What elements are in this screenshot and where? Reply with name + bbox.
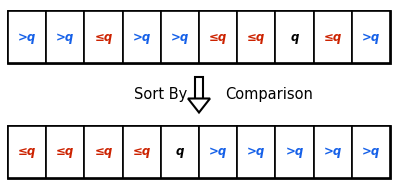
Text: ≤q: ≤q bbox=[18, 145, 36, 158]
Text: ≤q: ≤q bbox=[209, 31, 227, 44]
Text: ≤q: ≤q bbox=[133, 145, 151, 158]
Bar bbox=[8, 11, 46, 63]
Bar bbox=[123, 11, 161, 63]
Bar bbox=[46, 11, 84, 63]
Text: q: q bbox=[290, 31, 298, 44]
Bar bbox=[237, 126, 275, 178]
Bar bbox=[8, 126, 46, 178]
Bar bbox=[314, 11, 352, 63]
Text: >q: >q bbox=[247, 145, 265, 158]
Text: >q: >q bbox=[285, 145, 304, 158]
Bar bbox=[161, 11, 199, 63]
Bar bbox=[199, 11, 237, 63]
Text: >q: >q bbox=[209, 145, 227, 158]
Text: >q: >q bbox=[324, 145, 342, 158]
Text: >q: >q bbox=[18, 31, 36, 44]
Bar bbox=[352, 126, 390, 178]
Bar bbox=[237, 11, 275, 63]
Polygon shape bbox=[188, 99, 210, 113]
Text: q: q bbox=[176, 145, 184, 158]
Bar bbox=[123, 126, 161, 178]
Text: >q: >q bbox=[56, 31, 74, 44]
Bar bbox=[275, 11, 314, 63]
Text: ≤q: ≤q bbox=[56, 145, 74, 158]
Bar bbox=[161, 126, 199, 178]
Bar bbox=[314, 126, 352, 178]
Text: Sort By: Sort By bbox=[135, 87, 187, 102]
Text: ≤q: ≤q bbox=[94, 145, 113, 158]
Bar bbox=[84, 126, 123, 178]
Bar bbox=[84, 11, 123, 63]
Bar bbox=[352, 11, 390, 63]
Bar bbox=[195, 76, 203, 99]
Text: >q: >q bbox=[362, 145, 380, 158]
Text: ≤q: ≤q bbox=[247, 31, 265, 44]
Text: ≤q: ≤q bbox=[94, 31, 113, 44]
Bar bbox=[8, 126, 390, 178]
Text: Comparison: Comparison bbox=[225, 87, 313, 102]
Text: >q: >q bbox=[362, 31, 380, 44]
Text: >q: >q bbox=[133, 31, 151, 44]
Bar bbox=[199, 126, 237, 178]
Text: ≤q: ≤q bbox=[324, 31, 342, 44]
Bar bbox=[8, 11, 390, 63]
Bar bbox=[46, 126, 84, 178]
Bar bbox=[275, 126, 314, 178]
Text: >q: >q bbox=[171, 31, 189, 44]
